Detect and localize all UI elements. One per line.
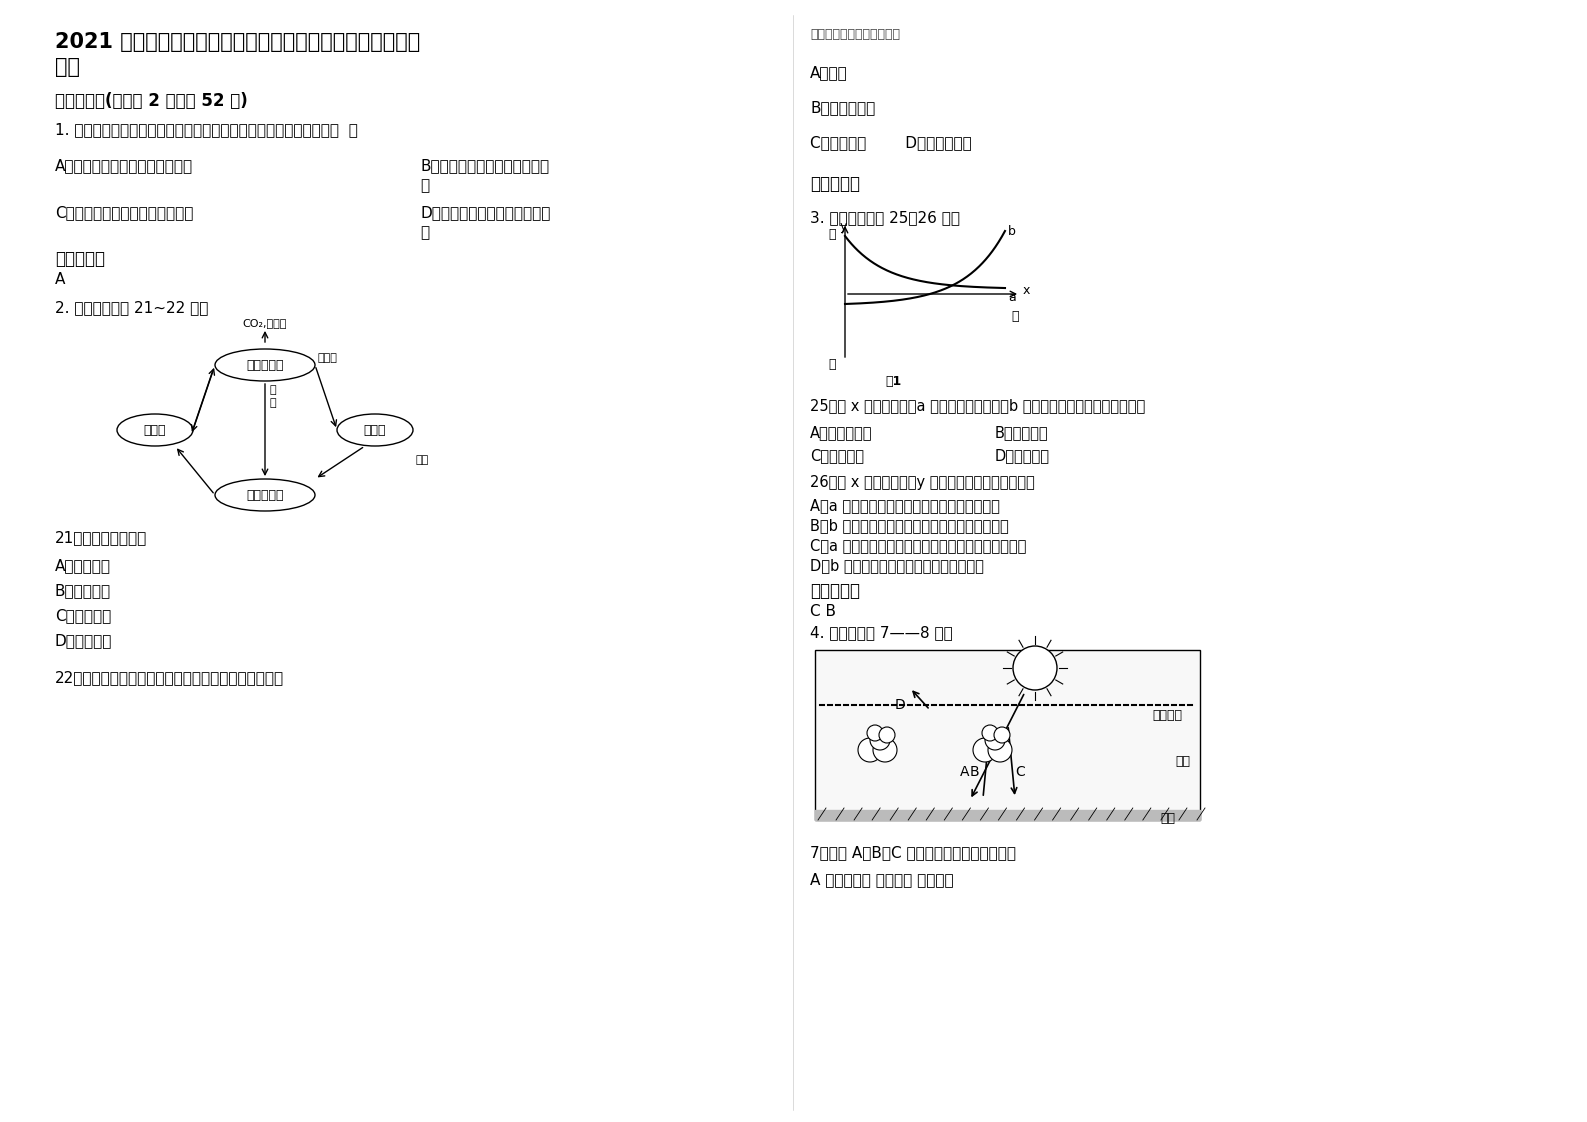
Circle shape — [867, 725, 882, 741]
Text: 参考答案：: 参考答案： — [56, 250, 105, 268]
Text: D．暖锋过境: D．暖锋过境 — [995, 448, 1051, 463]
Text: 26．若 x 轴表示气温，y 轴表示大气的垂直高度，则: 26．若 x 轴表示气温，y 轴表示大气的垂直高度，则 — [809, 475, 1035, 490]
Circle shape — [879, 727, 895, 743]
Text: C、全球变暖        D、臭氧层空洞: C、全球变暖 D、臭氧层空洞 — [809, 135, 971, 150]
Text: 制酒精: 制酒精 — [363, 423, 386, 436]
Text: A、酸雨: A、酸雨 — [809, 65, 847, 80]
Text: 解析: 解析 — [56, 57, 79, 77]
Text: b: b — [1008, 224, 1016, 238]
Text: 7、图中 A、B、C 三箭头所表示的辐射依次是: 7、图中 A、B、C 三箭头所表示的辐射依次是 — [809, 845, 1016, 859]
Circle shape — [1013, 646, 1057, 690]
Text: 小: 小 — [421, 226, 428, 240]
Text: 地面: 地面 — [1160, 812, 1174, 825]
FancyBboxPatch shape — [816, 650, 1200, 820]
Text: 有机复合肥: 有机复合肥 — [246, 488, 284, 502]
Text: 3. 读右图，回答 25－26 题。: 3. 读右图，回答 25－26 题。 — [809, 210, 960, 226]
Text: 液: 液 — [270, 398, 276, 408]
Text: 一、选择题(每小题 2 分，共 52 分): 一、选择题(每小题 2 分，共 52 分) — [56, 92, 248, 110]
Text: 大: 大 — [1011, 310, 1019, 323]
Text: C: C — [1016, 765, 1025, 779]
Text: D、科研院所: D、科研院所 — [56, 633, 113, 649]
Text: 甘蔗制糖厂: 甘蔗制糖厂 — [246, 359, 284, 371]
Text: 废糖液: 废糖液 — [317, 353, 336, 364]
Text: A．寒带范围变小，热带范围变小: A．寒带范围变小，热带范围变小 — [56, 158, 194, 173]
Text: a: a — [1008, 291, 1016, 304]
Circle shape — [870, 730, 890, 749]
Text: B、土地盐碱化: B、土地盐碱化 — [809, 100, 876, 114]
Text: 废液: 废液 — [414, 456, 428, 465]
Circle shape — [982, 725, 998, 741]
Text: 小: 小 — [828, 358, 836, 371]
Text: B、原料产地: B、原料产地 — [56, 583, 111, 598]
Text: A．a 曲线所代表的大气层中天气现象复杂多变: A．a 曲线所代表的大气层中天气现象复杂多变 — [809, 498, 1000, 513]
Text: A: A — [56, 272, 65, 287]
Text: A: A — [960, 765, 970, 779]
Text: 太阳: 太阳 — [1028, 663, 1041, 673]
Text: 参考答案：: 参考答案： — [809, 582, 860, 600]
Circle shape — [986, 730, 1005, 749]
Text: 参考答案：: 参考答案： — [809, 175, 860, 193]
Text: 21、图示制糖厂接近: 21、图示制糖厂接近 — [56, 530, 148, 545]
Text: D．寒带范围变小，温带范围变: D．寒带范围变小，温带范围变 — [421, 205, 551, 220]
Text: 1. 若黄赤交角变小，下列关于地球五带范围变化的叙述，正确的是（  ）: 1. 若黄赤交角变小，下列关于地球五带范围变化的叙述，正确的是（ ） — [56, 122, 359, 137]
Text: B: B — [970, 765, 979, 779]
Text: 图1: 图1 — [886, 375, 901, 388]
Text: B．b 曲线所代表的大气层中空气的对流运动显着: B．b 曲线所代表的大气层中空气的对流运动显着 — [809, 518, 1009, 533]
Text: y: y — [840, 220, 847, 233]
Text: C．温带范围变大，热带范围变大: C．温带范围变大，热带范围变大 — [56, 205, 194, 220]
Text: A、消费市场: A、消费市场 — [56, 558, 111, 573]
Text: D．b 曲线所代表的大气层有利于高空飞行: D．b 曲线所代表的大气层有利于高空飞行 — [809, 558, 984, 573]
Text: A 大气逆辐射 地面辐射 太阳辐射: A 大气逆辐射 地面辐射 太阳辐射 — [809, 872, 954, 888]
Text: 甘蔗田: 甘蔗田 — [144, 423, 167, 436]
Text: 大气: 大气 — [1174, 755, 1190, 767]
Circle shape — [873, 738, 897, 762]
Text: x: x — [1024, 284, 1030, 296]
Text: CO₂,糖废气: CO₂,糖废气 — [243, 318, 287, 328]
Text: C．冷锋过境: C．冷锋过境 — [809, 448, 863, 463]
Text: 某生态工业园生产链示意图: 某生态工业园生产链示意图 — [809, 28, 900, 42]
Text: C B: C B — [809, 604, 836, 619]
Text: 大: 大 — [421, 178, 428, 193]
Text: C、能源基地: C、能源基地 — [56, 608, 111, 623]
Text: 废: 废 — [270, 385, 276, 395]
Circle shape — [973, 738, 997, 762]
Text: 2. 读下图，完成 21~22 题。: 2. 读下图，完成 21~22 题。 — [56, 300, 208, 315]
Text: B．寒带范围变大，热带范围变: B．寒带范围变大，热带范围变 — [421, 158, 549, 173]
Circle shape — [859, 738, 882, 762]
Text: D: D — [895, 698, 906, 712]
Text: A．反气旋过境: A．反气旋过境 — [809, 425, 873, 440]
Circle shape — [989, 738, 1013, 762]
Text: 25．若 x 轴表示时间，a 曲线表示气压变化，b 曲线表示气温变化，则该图表示: 25．若 x 轴表示时间，a 曲线表示气压变化，b 曲线表示气温变化，则该图表示 — [809, 398, 1146, 413]
Text: 4. 读下图回答 7——8 题。: 4. 读下图回答 7——8 题。 — [809, 625, 952, 640]
Text: 大: 大 — [828, 228, 836, 241]
Text: B．台风过境: B．台风过境 — [995, 425, 1049, 440]
Circle shape — [993, 727, 1009, 743]
Text: 22、下列环境问题的形成与大量排放二氧化碳有关的是: 22、下列环境问题的形成与大量排放二氧化碳有关的是 — [56, 670, 284, 686]
Text: 大气上界: 大气上界 — [1152, 709, 1182, 721]
Text: C．a 曲线所代表的大气层有利于空气中污染物的扩散: C．a 曲线所代表的大气层有利于空气中污染物的扩散 — [809, 539, 1027, 553]
Text: 2021 年广东省揭阳市石桥头中学高一地理下学期期末试题含: 2021 年广东省揭阳市石桥头中学高一地理下学期期末试题含 — [56, 33, 421, 52]
